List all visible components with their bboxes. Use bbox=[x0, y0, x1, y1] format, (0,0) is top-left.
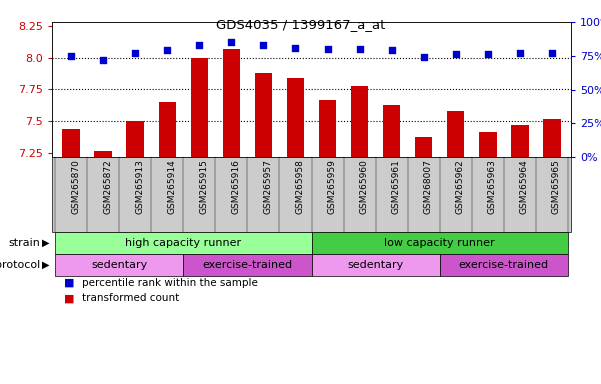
Text: GSM265962: GSM265962 bbox=[456, 159, 465, 214]
Bar bbox=[415, 137, 433, 157]
Text: GSM265958: GSM265958 bbox=[296, 159, 305, 214]
Bar bbox=[159, 102, 176, 157]
Text: GDS4035 / 1399167_a_at: GDS4035 / 1399167_a_at bbox=[216, 18, 385, 31]
Text: percentile rank within the sample: percentile rank within the sample bbox=[82, 278, 258, 288]
Text: GSM265965: GSM265965 bbox=[552, 159, 561, 214]
Bar bbox=[319, 100, 337, 157]
Text: sedentary: sedentary bbox=[347, 260, 404, 270]
Text: sedentary: sedentary bbox=[91, 260, 147, 270]
Text: GSM265916: GSM265916 bbox=[231, 159, 240, 214]
Point bbox=[355, 46, 364, 52]
Bar bbox=[287, 78, 304, 157]
Text: GSM265914: GSM265914 bbox=[167, 159, 176, 214]
Bar bbox=[543, 119, 561, 157]
Point bbox=[323, 46, 332, 52]
Bar bbox=[63, 129, 80, 157]
Bar bbox=[94, 151, 112, 157]
Point bbox=[162, 47, 172, 53]
Text: GSM265870: GSM265870 bbox=[72, 159, 80, 214]
Text: protocol: protocol bbox=[0, 260, 40, 270]
Point bbox=[130, 50, 140, 56]
Bar bbox=[479, 132, 496, 157]
Bar bbox=[511, 125, 528, 157]
Point bbox=[483, 51, 492, 58]
Text: GSM265959: GSM265959 bbox=[328, 159, 337, 214]
Text: high capacity runner: high capacity runner bbox=[125, 238, 242, 248]
Point bbox=[195, 42, 204, 48]
Text: low capacity runner: low capacity runner bbox=[384, 238, 495, 248]
Text: ■: ■ bbox=[64, 278, 75, 288]
Text: GSM265961: GSM265961 bbox=[392, 159, 401, 214]
Text: transformed count: transformed count bbox=[82, 293, 179, 303]
Text: exercise-trained: exercise-trained bbox=[203, 260, 293, 270]
Bar bbox=[255, 73, 272, 157]
Point bbox=[67, 53, 76, 59]
Text: ■: ■ bbox=[64, 293, 75, 303]
Text: GSM268007: GSM268007 bbox=[424, 159, 433, 214]
Text: ▶: ▶ bbox=[41, 238, 49, 248]
Point bbox=[419, 54, 429, 60]
Text: GSM265915: GSM265915 bbox=[200, 159, 209, 214]
Bar bbox=[447, 111, 465, 157]
Point bbox=[258, 42, 268, 48]
Text: GSM265964: GSM265964 bbox=[520, 159, 529, 214]
Text: GSM265960: GSM265960 bbox=[359, 159, 368, 214]
Text: GSM265872: GSM265872 bbox=[103, 159, 112, 214]
Point bbox=[227, 39, 236, 45]
Point bbox=[291, 45, 300, 51]
Bar bbox=[222, 49, 240, 157]
Bar bbox=[351, 86, 368, 157]
Bar bbox=[126, 121, 144, 157]
Text: GSM265963: GSM265963 bbox=[487, 159, 496, 214]
Text: strain: strain bbox=[8, 238, 40, 248]
Point bbox=[451, 51, 460, 58]
Point bbox=[387, 47, 397, 53]
Bar bbox=[383, 105, 400, 157]
Text: GSM265913: GSM265913 bbox=[135, 159, 144, 214]
Point bbox=[515, 50, 525, 56]
Text: GSM265957: GSM265957 bbox=[263, 159, 272, 214]
Text: exercise-trained: exercise-trained bbox=[459, 260, 549, 270]
Text: ▶: ▶ bbox=[41, 260, 49, 270]
Point bbox=[547, 50, 557, 56]
Point bbox=[99, 57, 108, 63]
Bar bbox=[191, 58, 208, 157]
